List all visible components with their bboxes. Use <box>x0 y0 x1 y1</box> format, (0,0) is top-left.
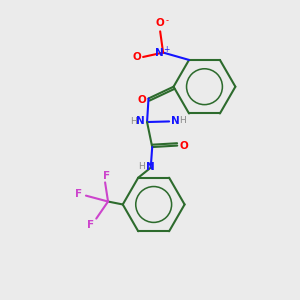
Text: +: + <box>164 44 170 53</box>
Text: N: N <box>146 162 155 172</box>
Text: F: F <box>103 171 110 181</box>
Text: H: H <box>139 162 145 171</box>
Text: -: - <box>166 16 169 26</box>
Text: O: O <box>156 18 164 28</box>
Text: O: O <box>132 52 141 62</box>
Text: F: F <box>87 220 94 230</box>
Text: H: H <box>130 117 137 126</box>
Text: N: N <box>136 116 145 126</box>
Text: O: O <box>179 141 188 151</box>
Text: F: F <box>75 189 82 199</box>
Text: O: O <box>138 95 146 105</box>
Text: N: N <box>171 116 179 126</box>
Text: H: H <box>180 116 186 125</box>
Text: N: N <box>155 48 164 58</box>
